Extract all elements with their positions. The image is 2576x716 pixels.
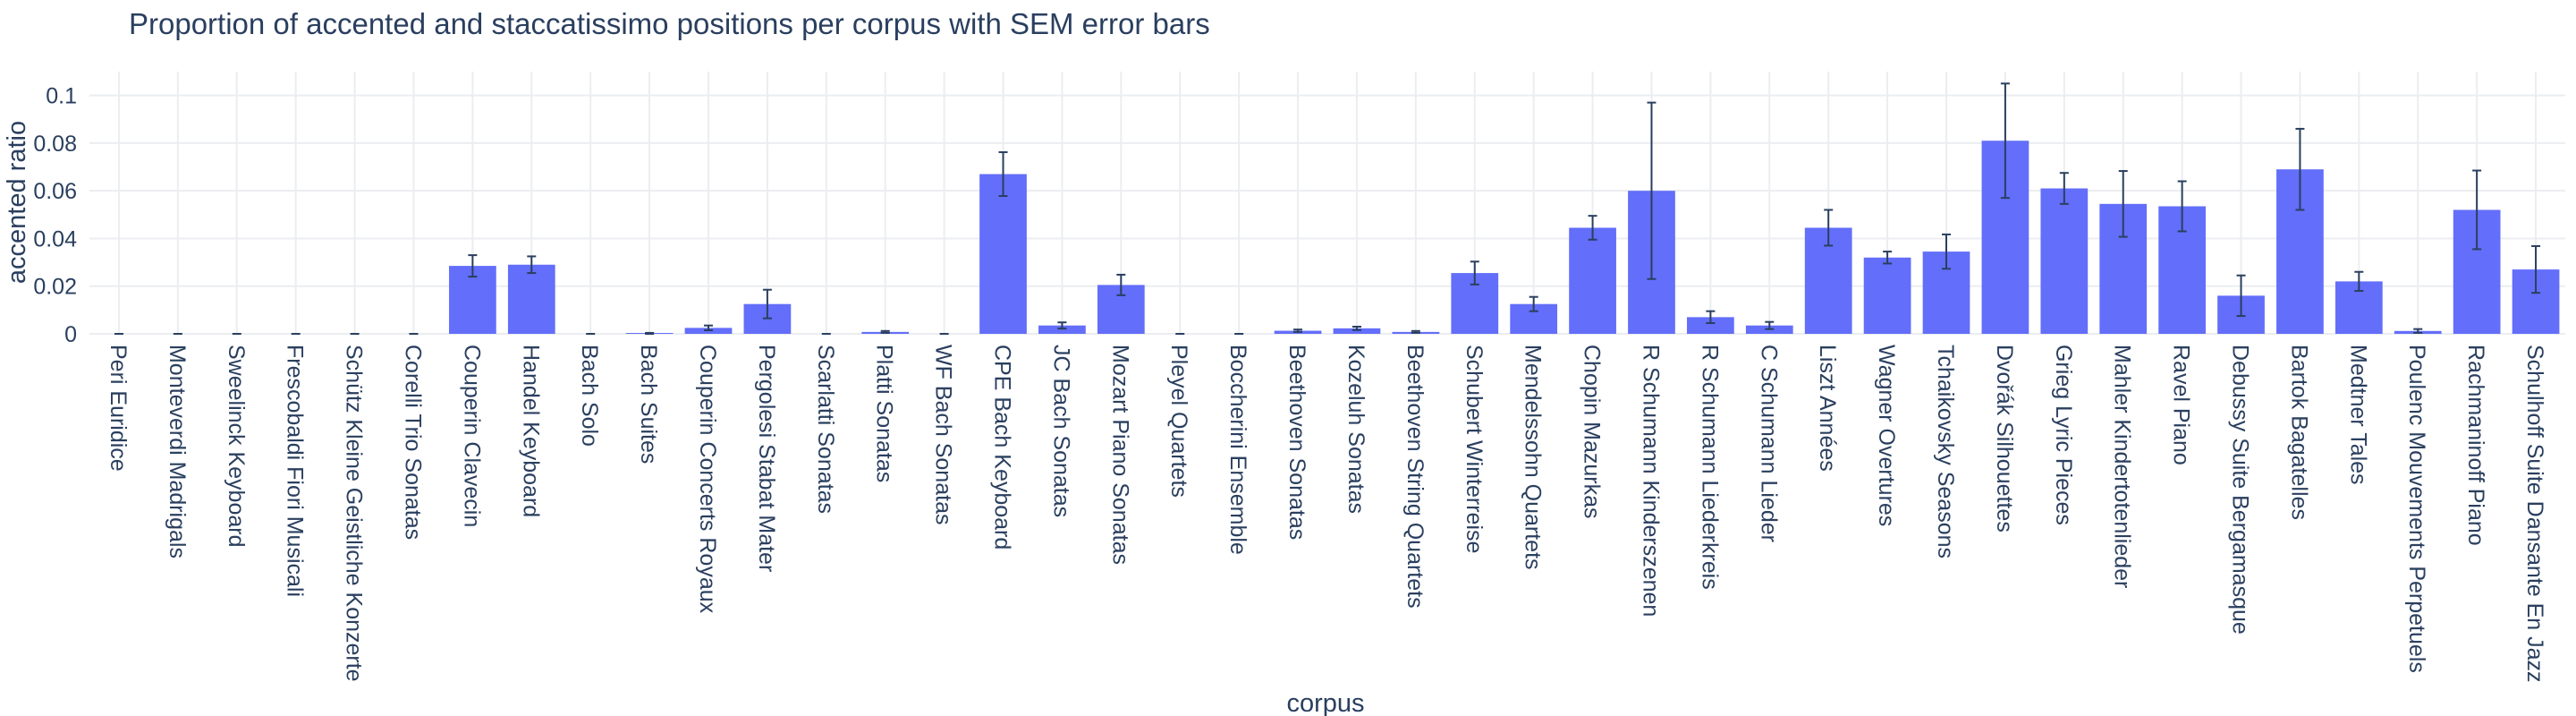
bar <box>1038 325 1086 334</box>
y-tick-label: 0.04 <box>33 226 77 251</box>
x-tick-label: Schütz Kleine Geistliche Konzerte <box>342 345 367 682</box>
x-tick-label: Pleyel Quartets <box>1166 345 1191 498</box>
x-tick-label: Kozeluh Sonatas <box>1343 345 1368 514</box>
bar <box>1569 227 1616 334</box>
x-tick-label: Bach Suites <box>636 345 661 464</box>
x-tick-label: Tchaikovsky Seasons <box>1933 345 1958 558</box>
error-bars <box>114 82 2541 335</box>
x-tick-label: Couperin Clavecin <box>459 345 484 527</box>
x-tick-label: Scarlatti Sonatas <box>813 345 838 514</box>
x-tick-label: Medtner Tales <box>2345 345 2370 485</box>
x-tick-label: JC Bach Sonatas <box>1048 345 1073 517</box>
x-tick-label: C Schumann Lieder <box>1756 345 1781 542</box>
x-tick-label: Bartok Bagatelles <box>2286 345 2311 520</box>
y-tick-label: 0.02 <box>33 275 77 300</box>
bars <box>449 141 2560 334</box>
x-tick-labels: Peri Euridice Monteverdi Madrigals Sweelin… <box>106 345 2547 683</box>
x-tick-label: Rachmaninoff Piano <box>2463 345 2488 546</box>
x-tick-label: R Schumann Liederkreis <box>1697 345 1722 590</box>
x-tick-label: Sweelinck Keyboard <box>224 345 249 548</box>
x-tick-label: Dvořák Silhouettes <box>1992 345 2017 533</box>
bar <box>979 174 1027 334</box>
x-tick-label: Mozart Piano Sonatas <box>1107 345 1132 565</box>
x-tick-label: Mahler Kindertotenlieder <box>2110 345 2135 588</box>
bar <box>1863 257 1911 334</box>
y-tick-label: 0.06 <box>33 179 77 204</box>
x-tick-label: Schubert Winterreise <box>1462 345 1487 553</box>
bar <box>1687 317 1734 334</box>
x-tick-label: Chopin Mazurkas <box>1580 345 1605 519</box>
y-axis-title: accented ratio <box>3 121 31 284</box>
bar <box>1333 328 1381 334</box>
x-tick-label: CPE Bach Keyboard <box>990 345 1015 550</box>
y-tick-label: 0 <box>64 322 77 347</box>
x-tick-label: R Schumann Kinderszenen <box>1638 345 1663 617</box>
bar <box>507 264 555 334</box>
x-tick-label: Mendelssohn Quartets <box>1521 345 1546 570</box>
x-tick-label: Peri Euridice <box>106 345 131 472</box>
x-tick-label: Poulenc Mouvements Perpetuels <box>2404 345 2429 673</box>
y-tick-labels: 0 0.02 0.04 0.06 0.08 0.1 <box>33 84 77 347</box>
x-tick-label: Monteverdi Madrigals <box>165 345 190 558</box>
x-tick-label: Handel Keyboard <box>518 345 543 517</box>
x-tick-label: Bach Solo <box>577 345 602 447</box>
x-tick-label: Pergolesi Stabat Mater <box>754 345 779 572</box>
x-tick-label: Ravel Piano <box>2169 345 2194 465</box>
x-tick-label: Frescobaldi Fiori Musicali <box>283 345 308 597</box>
bar <box>2040 188 2089 334</box>
x-tick-label: Debussy Suite Bergamasque <box>2228 345 2253 635</box>
x-tick-label: Schulhoff Suite Dansante En Jazz <box>2522 345 2547 683</box>
x-tick-label: Beethoven String Quartets <box>1402 345 1428 609</box>
y-tick-label: 0.1 <box>46 84 77 109</box>
x-tick-label: Couperin Concerts Royaux <box>695 345 720 614</box>
x-tick-label: Boccherini Ensemble <box>1225 345 1250 555</box>
x-tick-label: Liszt Années <box>1815 345 1840 472</box>
x-tick-label: Beethoven Sonatas <box>1284 345 1309 540</box>
y-tick-label: 0.08 <box>33 132 77 157</box>
x-tick-label: Platti Sonatas <box>872 345 897 482</box>
chart-title: Proportion of accented and staccatissimo… <box>129 7 1210 40</box>
x-tick-label: Grieg Lyric Pieces <box>2051 345 2076 525</box>
x-tick-label: Wagner Overtures <box>1874 345 1899 526</box>
y-gridlines <box>89 94 2565 335</box>
x-axis-title: corpus <box>1286 689 1364 716</box>
x-tick-label: Corelli Trio Sonatas <box>400 345 425 540</box>
x-tick-label: WF Bach Sonatas <box>931 345 956 524</box>
